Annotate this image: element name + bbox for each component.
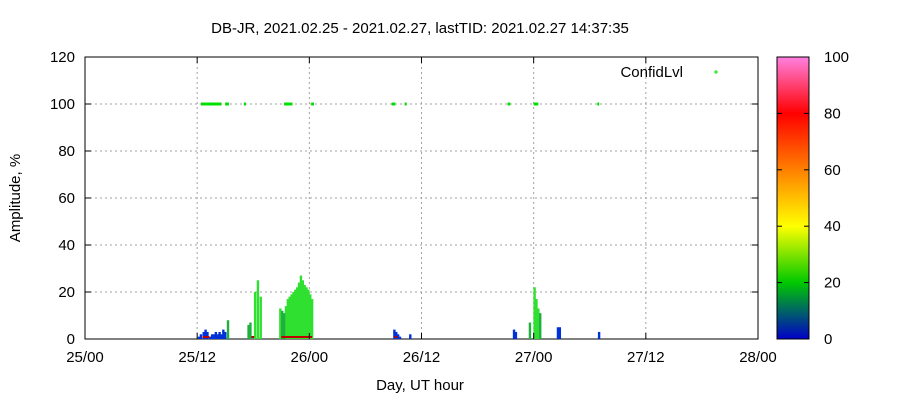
amplitude-bar [393, 329, 396, 339]
colorbar-tick-label: 20 [824, 275, 841, 292]
amplitude-bar [288, 296, 291, 339]
y-tick-label: 40 [58, 237, 75, 254]
amplitude-bar [299, 275, 303, 339]
amplitude-bar [294, 289, 297, 339]
amplitude-bar [305, 287, 308, 339]
amplitude-bar [226, 320, 230, 339]
colorbar-tick-label: 0 [824, 331, 832, 348]
chart-title: DB-JR, 2021.02.25 - 2021.02.27, lastTID:… [211, 20, 629, 37]
x-tick-label: 27/12 [627, 349, 665, 366]
amplitude-bar [202, 331, 205, 339]
amplitude-bar [281, 310, 284, 339]
flag-marker [394, 336, 398, 338]
x-axis: 25/00 25/12 26/00 26/12 27/00 27/12 28/00 [66, 57, 777, 366]
y-tick-label: 60 [58, 190, 75, 207]
x-tick-label: 28/00 [739, 349, 777, 366]
amplitude-bar [218, 331, 221, 339]
amplitude-bar [216, 334, 219, 339]
amplitude-bars [197, 275, 601, 339]
y-axis: 0 20 40 60 80 100 120 [50, 49, 758, 348]
amplitude-bar [310, 299, 314, 339]
colorbar [776, 56, 810, 340]
amplitude-bar [528, 322, 532, 339]
amplitude-bar [295, 287, 299, 339]
amplitude-bar [256, 280, 260, 339]
amplitude-bar [204, 329, 207, 339]
y-tick-label: 0 [67, 331, 75, 348]
colorbar-tick-label: 60 [824, 162, 841, 179]
amplitude-bar [558, 327, 562, 339]
x-tick-label: 25/12 [178, 349, 216, 366]
amplitude-bar [247, 324, 250, 339]
amplitude-bar [206, 331, 209, 339]
x-tick-label: 26/00 [291, 349, 329, 366]
amplitude-bar [222, 329, 225, 339]
flag-marker [251, 336, 255, 338]
amplitude-bar [537, 308, 540, 339]
amplitude-bar [307, 289, 310, 339]
amplitude-bar [290, 294, 293, 339]
amplitude-bar [199, 334, 203, 339]
y-axis-label: Amplitude, % [7, 154, 24, 242]
flag-marker [202, 336, 210, 338]
amplitude-bar [395, 331, 398, 339]
amplitude-bar [597, 331, 601, 339]
amplitude-bar [214, 331, 218, 339]
amplitude-bar [282, 313, 286, 339]
amplitude-bar [249, 322, 252, 339]
y-tick-label: 80 [58, 143, 75, 160]
y-tick-label: 20 [58, 284, 75, 301]
amplitude-bar [212, 334, 216, 339]
amplitude-bar [253, 292, 257, 339]
amplitude-bar [512, 329, 516, 339]
amplitude-bar [556, 327, 560, 339]
amplitude-bar [210, 334, 214, 339]
amplitude-bar [396, 334, 400, 339]
amplitude-bar [259, 296, 262, 339]
amplitude-bar [309, 294, 312, 339]
amplitude-bar [514, 331, 518, 339]
amplitude-bar [209, 336, 212, 339]
amplitude-bar [301, 280, 304, 339]
amplitude-bar [284, 306, 288, 339]
amplitude-bar [303, 284, 306, 339]
flag-marker [281, 336, 313, 338]
x-tick-label: 26/12 [403, 349, 441, 366]
grid [85, 57, 758, 339]
colorbar-tick-label: 40 [824, 218, 841, 235]
amplitude-bar [279, 308, 282, 339]
colorbar-tick-label: 100 [824, 49, 849, 66]
amplitude-bar [535, 299, 538, 339]
x-tick-label: 25/00 [66, 349, 104, 366]
amplitude-bar [297, 282, 301, 339]
legend-label: ConfidLvl [620, 64, 683, 81]
y-tick-label: 120 [50, 49, 75, 66]
y-tick-label: 100 [50, 96, 75, 113]
x-tick-label: 27/00 [515, 349, 553, 366]
colorbar-tick-label: 80 [824, 105, 841, 122]
amplitude-bar [398, 336, 402, 339]
amplitude-bar [286, 299, 290, 339]
amplitude-bar [220, 334, 223, 339]
x-axis-label: Day, UT hour [376, 377, 464, 394]
colorbar-ticks: 0 20 40 60 80 100 [777, 49, 849, 348]
legend-marker [714, 70, 718, 74]
amplitude-bar [539, 313, 542, 339]
amplitude-bar [224, 331, 227, 339]
amplitude-bar [197, 336, 201, 339]
amplitude-bar [292, 292, 295, 339]
amplitude-bar [409, 334, 412, 339]
amplitude-bar [533, 287, 536, 339]
